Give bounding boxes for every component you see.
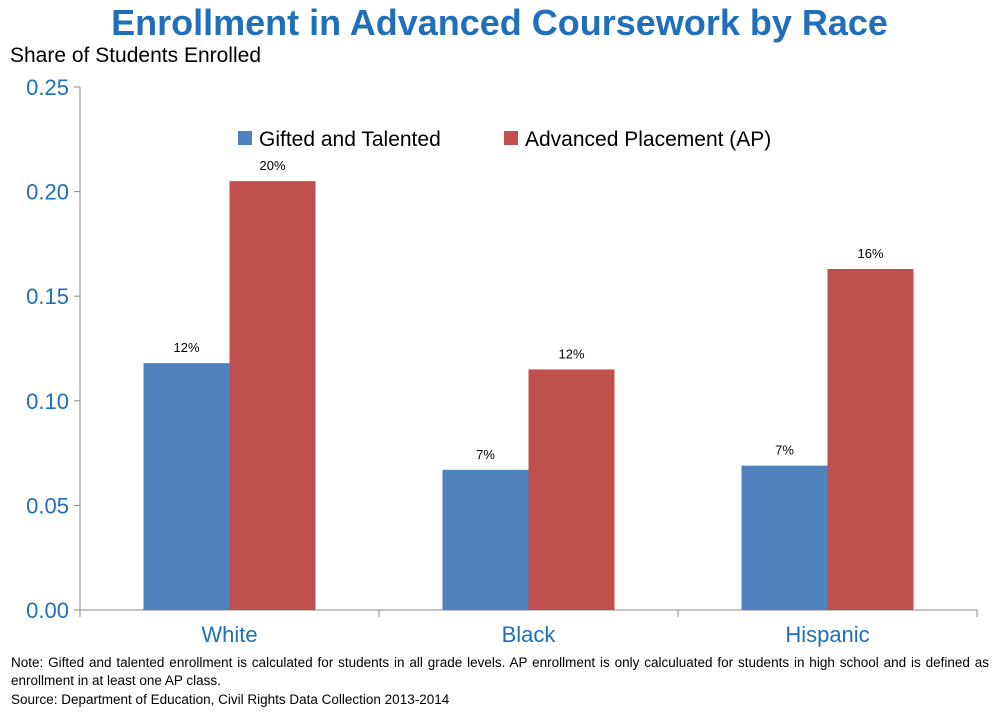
- data-label: 7%: [476, 447, 495, 462]
- y-tick-label: 0.20: [26, 180, 69, 205]
- y-ticks: 0.00 0.05 0.10 0.15 0.20 0.25: [26, 75, 80, 623]
- data-label: 7%: [775, 443, 794, 458]
- chart-source: Source: Department of Education, Civil R…: [11, 692, 450, 707]
- legend-swatch: [504, 131, 518, 145]
- bar-ap-white: [229, 181, 316, 610]
- bar-gifted-hispanic: [741, 465, 828, 610]
- legend-label: Advanced Placement (AP): [525, 128, 771, 151]
- bar-ap-hispanic: [827, 269, 914, 610]
- bar-ap-black: [528, 369, 615, 610]
- data-labels: 12% 7% 7% 20% 12% 16%: [173, 158, 883, 462]
- chart-title: Enrollment in Advanced Coursework by Rac…: [111, 2, 888, 43]
- legend: Gifted and Talented Advanced Placement (A…: [238, 128, 771, 151]
- y-tick-label: 0.10: [26, 389, 69, 414]
- data-label: 12%: [558, 346, 584, 361]
- y-tick-label: 0.25: [26, 75, 69, 100]
- x-ticks: White Black Hispanic: [79, 610, 978, 647]
- data-label: 16%: [857, 246, 883, 261]
- x-tick-label: White: [201, 622, 257, 647]
- x-tick-label: Black: [502, 622, 557, 647]
- bars: [143, 181, 914, 610]
- legend-swatch: [238, 131, 252, 145]
- legend-label: Gifted and Talented: [259, 128, 441, 151]
- chart-note: Note: Gifted and talented enrollment is …: [11, 655, 989, 688]
- bar-gifted-white: [143, 363, 230, 610]
- y-tick-label: 0.15: [26, 284, 69, 309]
- y-axis-label: Share of Students Enrolled: [10, 44, 261, 67]
- y-tick-label: 0.05: [26, 493, 69, 518]
- data-label: 20%: [259, 158, 285, 173]
- y-tick-label: 0.00: [26, 598, 69, 623]
- bar-gifted-black: [442, 469, 529, 610]
- x-tick-label: Hispanic: [785, 622, 869, 647]
- data-label: 12%: [173, 340, 199, 355]
